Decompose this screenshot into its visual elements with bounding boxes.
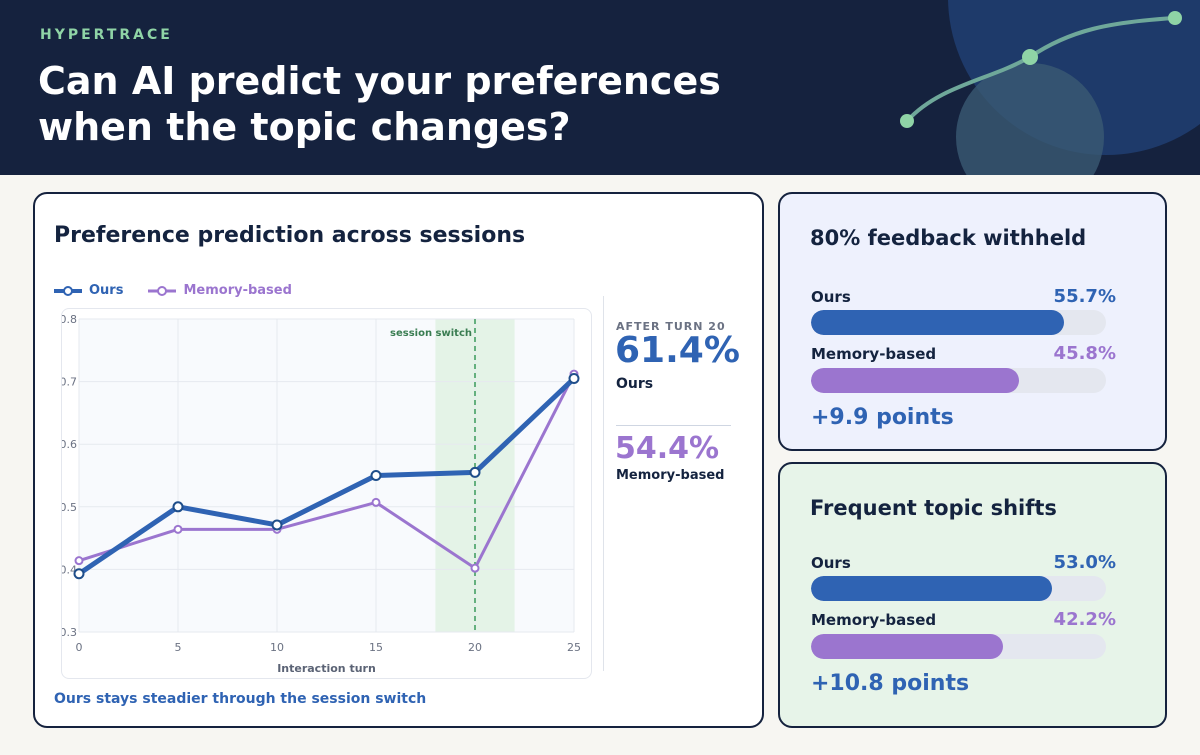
x-tick-label: 10	[270, 641, 284, 654]
panel-title: Frequent topic shifts	[810, 496, 1057, 520]
bar-fill-memory	[811, 634, 1003, 659]
legend-swatch-memory	[148, 285, 177, 296]
legend-item-ours: Ours	[53, 283, 123, 298]
bar-track-ours	[811, 310, 1106, 335]
deco-dot	[1168, 11, 1182, 25]
y-tick-label: 0.7	[62, 376, 77, 389]
data-point-ours	[568, 372, 580, 384]
data-point-ours	[172, 501, 184, 513]
x-tick-label: 0	[76, 641, 83, 654]
y-tick-label: 0.3	[62, 626, 77, 639]
x-tick-label: 20	[468, 641, 482, 654]
header-decoration	[900, 0, 1200, 175]
panel-feedback-withheld: 80% feedback withheld Ours 55.7% Memory-…	[778, 192, 1167, 451]
bar-label-ours: Ours	[811, 554, 851, 572]
callout-separator	[616, 425, 731, 426]
data-point-ours	[469, 466, 481, 478]
y-tick-label: 0.5	[62, 501, 77, 514]
chart-caption: Ours stays steadier through the session …	[54, 691, 427, 707]
deco-dot	[900, 114, 914, 128]
bar-track-memory	[811, 368, 1106, 393]
legend-label-ours: Ours	[89, 283, 124, 298]
series-line-memory	[78, 373, 576, 570]
plot-area: 0.3 0.4 0.5 0.6 0.7 0.8 0 5 10 15 20 25 Interaction …	[61, 308, 592, 679]
bar-value-memory: 42.2%	[1053, 609, 1116, 630]
x-tick-label: 25	[567, 641, 581, 654]
chart-title: Preference prediction across sessions	[54, 223, 526, 248]
deco-circle-small	[956, 63, 1104, 175]
chart-card: Preference prediction across sessions Ou…	[33, 192, 764, 728]
data-point-memory	[470, 563, 480, 573]
page-title: Can AI predict your preferences when the…	[38, 59, 721, 149]
y-tick-label: 0.8	[62, 313, 77, 326]
data-point-memory	[371, 497, 381, 507]
bar-value-memory: 45.8%	[1053, 343, 1116, 364]
bar-fill-memory	[811, 368, 1019, 393]
bar-label-memory: Memory-based	[811, 611, 937, 629]
callout-label: AFTER TURN 20	[616, 320, 726, 333]
callout-ours-value: 61.4%	[615, 330, 740, 371]
legend-item-memory: Memory-based	[147, 283, 292, 298]
callout-memory-value: 54.4%	[615, 431, 720, 466]
y-tick-label: 0.6	[62, 438, 77, 451]
legend-label-memory: Memory-based	[183, 283, 292, 298]
bar-track-ours	[811, 576, 1106, 601]
callout-memory-label: Memory-based	[616, 468, 725, 483]
header-banner: HYPERTRACE Can AI predict your preferenc…	[0, 0, 1200, 175]
data-point-ours	[73, 568, 85, 580]
x-tick-label: 5	[175, 641, 182, 654]
series-line-ours	[77, 376, 576, 576]
x-tick-label: 15	[369, 641, 383, 654]
deco-dot	[1022, 49, 1038, 65]
callout-divider	[603, 296, 604, 671]
bar-label-memory: Memory-based	[811, 345, 937, 363]
delta-points: +9.9 points	[811, 405, 954, 430]
x-axis-label: Interaction turn	[277, 662, 376, 675]
data-point-ours	[271, 519, 283, 531]
chart-legend: Ours Memory-based	[53, 283, 292, 298]
delta-points: +10.8 points	[811, 671, 970, 696]
y-tick-label: 0.4	[62, 563, 77, 576]
brand-label: HYPERTRACE	[40, 27, 173, 43]
line-chart: 0.3 0.4 0.5 0.6 0.7 0.8 0 5 10 15 20 25 Interaction …	[62, 313, 581, 675]
legend-swatch-ours	[54, 285, 82, 296]
bar-fill-ours	[811, 310, 1064, 335]
data-point-ours	[370, 470, 382, 481]
bar-fill-ours	[811, 576, 1052, 601]
panel-topic-shifts: Frequent topic shifts Ours 53.0% Memory-…	[778, 462, 1167, 728]
bar-label-ours: Ours	[811, 288, 851, 306]
panel-title: 80% feedback withheld	[810, 226, 1087, 250]
session-switch-label: session switch	[390, 328, 472, 339]
bar-value-ours: 55.7%	[1053, 286, 1116, 307]
callout-ours-label: Ours	[616, 376, 654, 392]
data-point-memory	[74, 556, 84, 566]
bar-value-ours: 53.0%	[1053, 552, 1116, 573]
data-point-memory	[173, 524, 183, 534]
bar-track-memory	[811, 634, 1106, 659]
